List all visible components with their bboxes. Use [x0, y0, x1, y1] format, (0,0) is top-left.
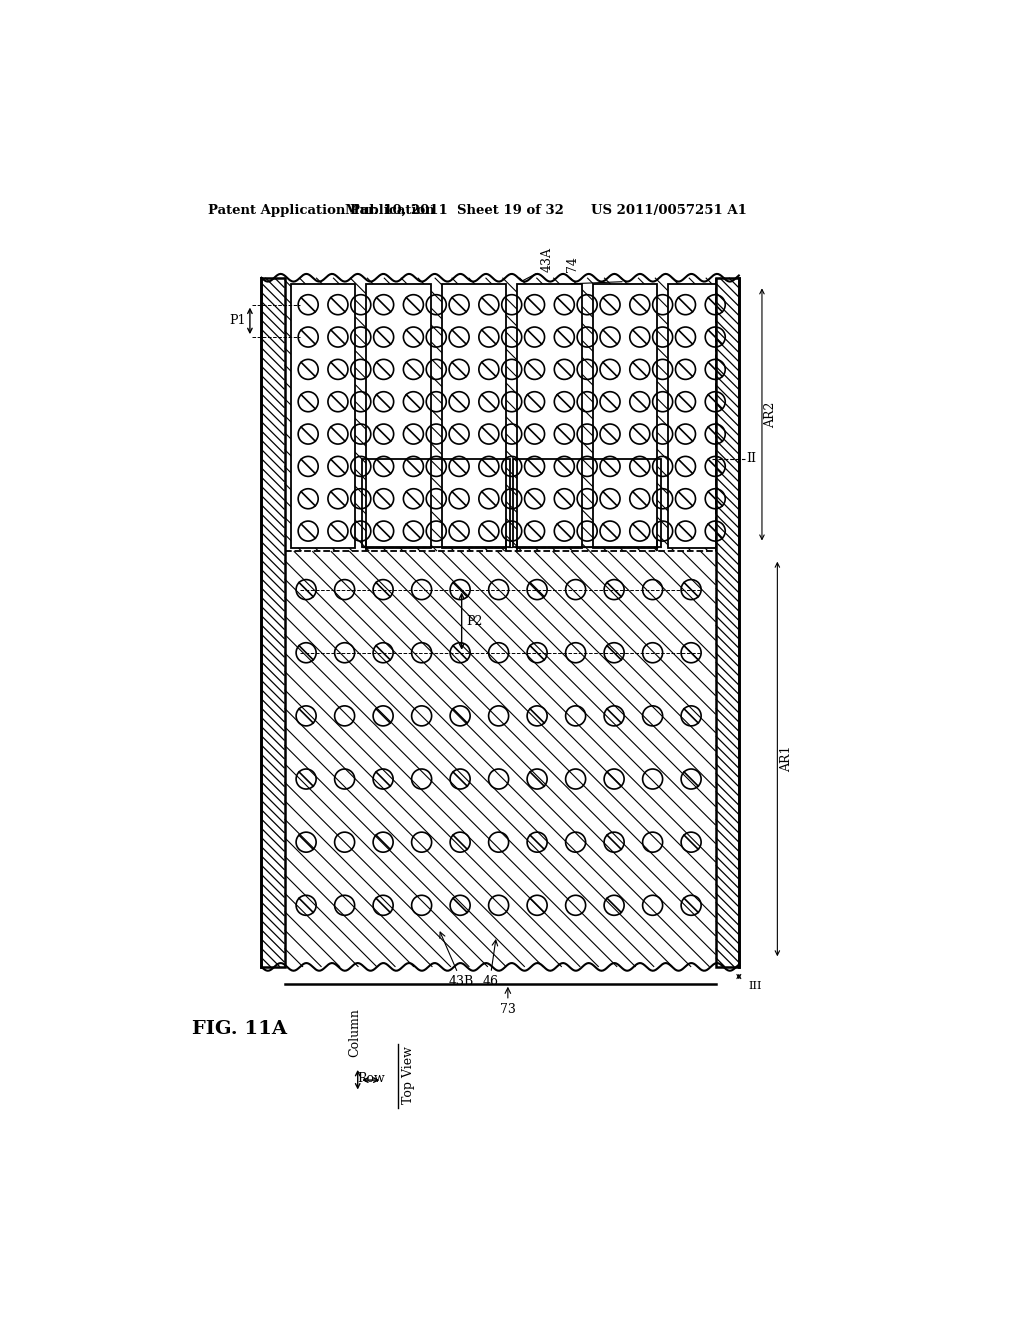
Text: III: III	[749, 981, 762, 991]
Text: 74: 74	[565, 256, 579, 272]
Bar	[668, 284, 716, 548]
Bar	[291, 284, 355, 548]
Text: US 2011/0057251 A1: US 2011/0057251 A1	[591, 205, 746, 218]
Bar	[593, 284, 657, 548]
Text: 43A: 43A	[541, 247, 554, 272]
Bar	[513, 459, 662, 548]
Bar	[441, 284, 506, 548]
Text: P2: P2	[466, 615, 482, 628]
Bar	[517, 284, 582, 548]
Bar	[362, 459, 510, 548]
Text: Top View: Top View	[401, 1047, 415, 1105]
Text: Row: Row	[357, 1072, 385, 1085]
Text: Column: Column	[348, 1008, 361, 1057]
Text: II: II	[746, 453, 757, 465]
Text: FIG. 11A: FIG. 11A	[193, 1019, 287, 1038]
Text: P1: P1	[229, 314, 246, 327]
Bar	[261, 277, 285, 966]
Text: AR1: AR1	[779, 746, 793, 772]
Text: Mar. 10, 2011  Sheet 19 of 32: Mar. 10, 2011 Sheet 19 of 32	[344, 205, 563, 218]
Bar	[367, 284, 431, 548]
Text: 73: 73	[500, 1003, 516, 1016]
Text: 43B: 43B	[450, 974, 474, 987]
Text: Patent Application Publication: Patent Application Publication	[208, 205, 434, 218]
Text: AR2: AR2	[764, 401, 777, 428]
Bar	[716, 277, 739, 966]
Text: 46: 46	[482, 974, 498, 987]
